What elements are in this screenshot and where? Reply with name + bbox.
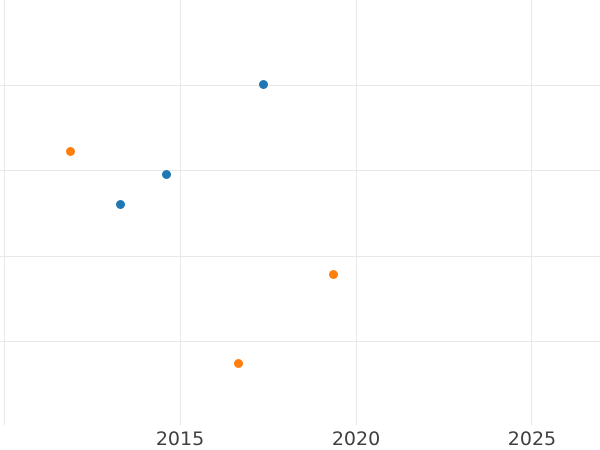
scatter-point-series-orange <box>66 146 76 156</box>
x-gridline <box>355 0 357 425</box>
x-tick-label: 2025 <box>507 428 557 450</box>
y-gridline <box>0 84 600 86</box>
x-gridline <box>531 0 533 425</box>
scatter-point-series-blue <box>162 169 172 179</box>
scatter-point-series-orange <box>328 269 338 279</box>
y-gridline <box>0 341 600 343</box>
plot-area <box>0 0 600 425</box>
x-tick-label: 2015 <box>155 428 205 450</box>
scatter-point-series-blue <box>116 199 126 209</box>
x-tick-label: 2020 <box>331 428 381 450</box>
x-gridline <box>179 0 181 425</box>
scatter-point-series-orange <box>233 359 243 369</box>
scatter-point-series-blue <box>258 80 268 90</box>
y-gridline <box>0 255 600 257</box>
x-gridline <box>3 0 5 425</box>
y-gridline <box>0 170 600 172</box>
